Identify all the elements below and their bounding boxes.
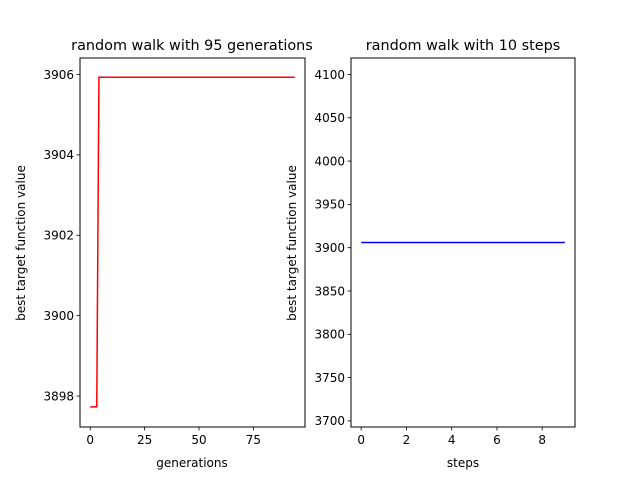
- left-chart-xtick-label: 75: [246, 433, 261, 447]
- left-chart-ylabel: best target function value: [14, 165, 28, 321]
- left-chart-title: random walk with 95 generations: [71, 38, 313, 54]
- left-chart-series-line: [90, 76, 295, 408]
- left-chart-xlabel: generations: [156, 456, 228, 470]
- right-chart-title: random walk with 10 steps: [366, 38, 561, 54]
- left-chart-ytick-label: 3900: [43, 309, 74, 323]
- right-chart-ytick-label: 3900: [314, 241, 345, 255]
- right-chart-ytick-label: 4100: [314, 68, 345, 82]
- right-chart: random walk with 10 steps steps best tar…: [285, 38, 576, 470]
- right-chart-ylabel: best target function value: [285, 165, 299, 321]
- left-chart-lines: [90, 76, 295, 408]
- right-chart-xtick-label: 6: [493, 433, 501, 447]
- right-chart-axes-frame: [350, 57, 576, 428]
- left-chart-ytick-label: 3906: [43, 68, 74, 82]
- right-chart-ytick-label: 3850: [314, 284, 345, 298]
- left-chart-xtick-label: 50: [191, 433, 206, 447]
- right-chart-xtick-label: 0: [357, 433, 365, 447]
- right-chart-xtick-label: 2: [403, 433, 411, 447]
- right-chart-xlabel: steps: [447, 456, 479, 470]
- right-chart-ytick-label: 4000: [314, 154, 345, 168]
- left-chart-ticks: 0 25 50 75 3898 3900 3902 3904 3906: [43, 68, 261, 447]
- left-chart-axes-frame: [79, 57, 306, 428]
- right-chart-xtick-label: 4: [448, 433, 456, 447]
- right-chart-ytick-label: 3750: [314, 371, 345, 385]
- right-chart-ytick-label: 3800: [314, 328, 345, 342]
- right-chart-ytick-label: 3700: [314, 414, 345, 428]
- left-chart-ytick-label: 3902: [43, 229, 74, 243]
- left-chart-xtick-label: 0: [86, 433, 94, 447]
- left-chart-ytick-label: 3898: [43, 389, 74, 403]
- left-chart-ytick-label: 3904: [43, 148, 74, 162]
- left-chart-xtick-label: 25: [137, 433, 152, 447]
- left-chart: random walk with 95 generations generati…: [14, 38, 313, 470]
- right-chart-xtick-label: 8: [538, 433, 546, 447]
- right-chart-ticks: 0 2 4 6 8 3700 3750 3800 3850 3900 3950 4000 4050 410…: [314, 68, 546, 447]
- right-chart-ytick-label: 4050: [314, 111, 345, 125]
- right-chart-ytick-label: 3950: [314, 198, 345, 212]
